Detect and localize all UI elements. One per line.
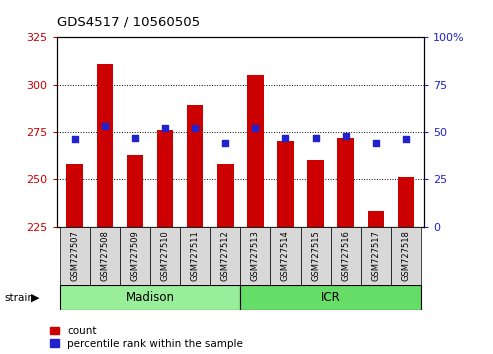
- Legend: count, percentile rank within the sample: count, percentile rank within the sample: [50, 326, 243, 349]
- Text: GSM727514: GSM727514: [281, 230, 290, 281]
- Bar: [331, 227, 361, 285]
- Text: Madison: Madison: [126, 291, 175, 304]
- Text: GSM727509: GSM727509: [131, 230, 140, 281]
- Point: [71, 137, 79, 142]
- Bar: [210, 227, 241, 285]
- Bar: [301, 227, 331, 285]
- Bar: [90, 227, 120, 285]
- Text: GSM727518: GSM727518: [401, 230, 410, 281]
- Bar: [67, 164, 83, 227]
- Text: GDS4517 / 10560505: GDS4517 / 10560505: [57, 16, 200, 29]
- Bar: [241, 227, 271, 285]
- Point: [191, 125, 199, 131]
- Point: [372, 141, 380, 146]
- Bar: [97, 64, 113, 227]
- Bar: [391, 227, 421, 285]
- Point: [312, 135, 319, 141]
- Text: GSM727512: GSM727512: [221, 230, 230, 281]
- Point: [402, 137, 410, 142]
- Text: GSM727511: GSM727511: [191, 230, 200, 281]
- Point: [342, 133, 350, 138]
- Text: GSM727515: GSM727515: [311, 230, 320, 281]
- Bar: [120, 227, 150, 285]
- Bar: [150, 227, 180, 285]
- Text: GSM727508: GSM727508: [101, 230, 109, 281]
- Text: GSM727516: GSM727516: [341, 230, 350, 281]
- Bar: [368, 211, 384, 227]
- Bar: [180, 227, 210, 285]
- Bar: [307, 160, 324, 227]
- Text: ▶: ▶: [31, 293, 39, 303]
- Text: GSM727507: GSM727507: [70, 230, 79, 281]
- Bar: [60, 285, 241, 310]
- Point: [282, 135, 289, 141]
- Text: strain: strain: [4, 293, 34, 303]
- Bar: [60, 227, 90, 285]
- Text: ICR: ICR: [321, 291, 341, 304]
- Text: GSM727517: GSM727517: [371, 230, 380, 281]
- Bar: [247, 75, 264, 227]
- Point: [251, 125, 259, 131]
- Bar: [187, 105, 204, 227]
- Bar: [361, 227, 391, 285]
- Point: [101, 123, 109, 129]
- Bar: [127, 155, 143, 227]
- Bar: [337, 138, 354, 227]
- Point: [161, 125, 169, 131]
- Bar: [277, 141, 294, 227]
- Bar: [217, 164, 234, 227]
- Text: GSM727510: GSM727510: [161, 230, 170, 281]
- Bar: [271, 227, 301, 285]
- Point: [131, 135, 139, 141]
- Bar: [398, 177, 414, 227]
- Point: [221, 141, 229, 146]
- Bar: [157, 130, 174, 227]
- Bar: [241, 285, 421, 310]
- Text: GSM727513: GSM727513: [251, 230, 260, 281]
